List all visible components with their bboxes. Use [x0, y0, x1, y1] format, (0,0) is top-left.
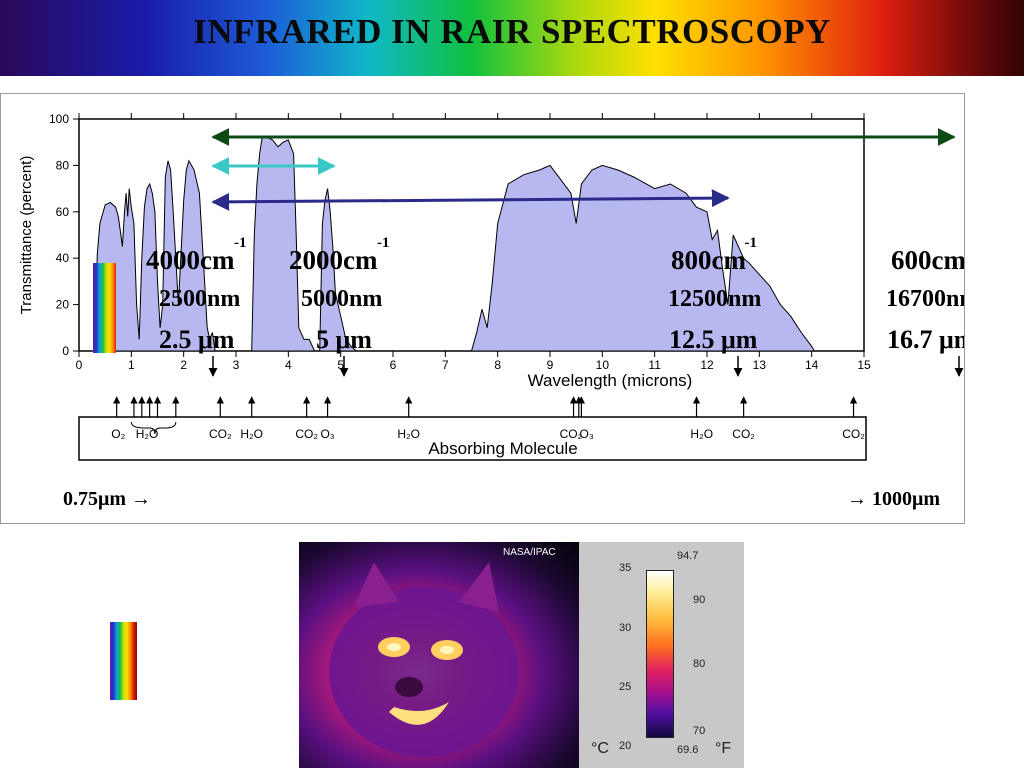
x-tick-label: 1 [128, 358, 135, 372]
wavenumber-superscript: -1 [377, 235, 390, 251]
x-tick-label: 10 [596, 358, 610, 372]
thermal-dog-drawing [329, 562, 519, 757]
wavenumber-superscript: -1 [234, 235, 247, 251]
fahrenheit-tick-90: 90 [693, 594, 706, 606]
y-tick-label: 0 [62, 344, 69, 358]
y-tick-label: 100 [49, 112, 69, 126]
celsius-tick-25: 25 [619, 681, 632, 693]
x-tick-label: 4 [285, 358, 292, 372]
y-axis-label: Transmittance (percent) [18, 156, 35, 315]
x-tick-label: 5 [337, 358, 344, 372]
x-tick-label: 8 [494, 358, 501, 372]
molecule-box [78, 416, 867, 461]
spectrum-figure: 0 1 2 3 4 5 6 7 8 9 10 11 12 13 14 15 0 20 40 60 80 100 Wavele… [0, 93, 965, 524]
micrometer-label: 12.5 μm [669, 325, 758, 354]
y-tick-label: 60 [56, 205, 70, 219]
image-credit: NASA/IPAC [503, 547, 556, 558]
min-temp-label: 69.6 [677, 744, 699, 756]
micrometer-label: 2.5 μm [159, 325, 235, 354]
thermal-dog-image: NASA/IPAC [299, 542, 579, 768]
celsius-tick-20: 20 [619, 740, 632, 752]
molecule-label: H₂O [690, 427, 713, 441]
wavenumber-superscript: -1 [745, 235, 758, 251]
color-scale-bar [646, 570, 674, 738]
molecule-label: CO₂ [209, 427, 232, 441]
celsius-tick-35: 35 [619, 562, 632, 574]
x-tick-label: 2 [180, 358, 187, 372]
wavenumber-label: 600cm [891, 245, 964, 275]
celsius-tick-30: 30 [619, 622, 632, 634]
molecule-label: O₂ [111, 427, 125, 441]
x-tick-label: 0 [76, 358, 83, 372]
wavenumber-label: 2000cm [289, 245, 378, 275]
x-tick-label: 9 [547, 358, 554, 372]
molecule-label: O₃ [580, 427, 594, 441]
max-temp-label: 94.7 [677, 550, 699, 562]
molecule-label: CO₂ [295, 427, 318, 441]
x-tick-label: 11 [648, 358, 661, 372]
molecule-axis-label: Absorbing Molecule [428, 439, 577, 458]
x-tick-label: 12 [700, 358, 714, 372]
wavenumber-label: 4000cm [146, 245, 235, 275]
molecule-label: CO₂ [842, 427, 865, 441]
y-tick-label: 80 [56, 158, 70, 172]
micrometer-label: 5 μm [316, 325, 372, 354]
y-tick-label: 40 [56, 251, 70, 265]
transmittance-chart: 0 1 2 3 4 5 6 7 8 9 10 11 12 13 14 15020406080100Wavele… [18, 112, 964, 510]
fahrenheit-tick-70: 70 [693, 725, 706, 737]
fahrenheit-unit: °F [715, 740, 732, 757]
thermal-scale-panel: 94.7 69.6 35 30 25 20 90 80 70 °C °F [579, 542, 744, 768]
molecule-label: H₂O [397, 427, 420, 441]
nanometer-label: 16700nm [886, 286, 964, 312]
molecule-label: CO₂ [560, 427, 583, 441]
x-axis-label: Wavelength (microns) [528, 371, 693, 390]
mid-ir-arrow [211, 189, 730, 211]
y-tick-label: 20 [56, 298, 70, 312]
molecule-label: CO₂ [732, 427, 755, 441]
title-bar: INFRARED IN RAIR SPECTROSCOPY [0, 0, 1024, 76]
x-tick-label: 15 [857, 358, 871, 372]
x-tick-label: 6 [390, 358, 397, 372]
molecule-label: H₂O [136, 427, 159, 441]
visible-spectrum-swatch [110, 622, 137, 700]
micrometer-label: 16.7 μm [887, 325, 964, 354]
x-tick-label: 3 [233, 358, 240, 372]
celsius-unit: °C [591, 740, 609, 757]
range-start-label: 0.75μm → [63, 488, 151, 510]
visible-band-inset [93, 263, 116, 353]
nanometer-label: 12500nm [668, 286, 761, 312]
nanometer-label: 2500nm [159, 286, 240, 312]
x-tick-label: 7 [442, 358, 449, 372]
nanometer-label: 5000nm [301, 286, 382, 312]
x-tick-label: 14 [805, 358, 819, 372]
range-end-label: → 1000μm [847, 488, 940, 510]
x-tick-label: 13 [753, 358, 767, 372]
slide-title: INFRARED IN RAIR SPECTROSCOPY [193, 12, 831, 51]
molecule-label: O₃ [320, 427, 334, 441]
molecule-label: H₂O [240, 427, 263, 441]
water-brace [130, 421, 177, 435]
wavenumber-label: 800cm [671, 245, 746, 275]
fahrenheit-tick-80: 80 [693, 658, 706, 670]
